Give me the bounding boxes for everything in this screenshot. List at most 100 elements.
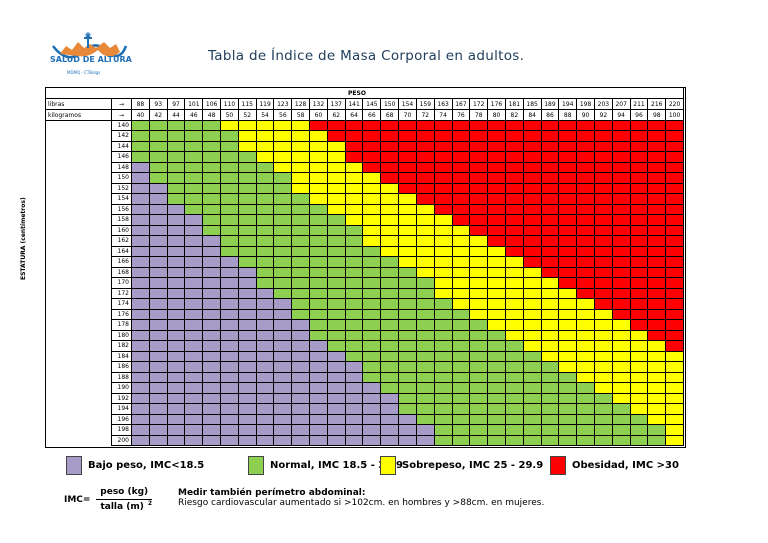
- bmi-cell: [310, 341, 328, 352]
- bmi-cell: [399, 162, 417, 174]
- bmi-cell: [612, 278, 631, 289]
- bmi-cell: [185, 288, 204, 300]
- height-value: 154: [112, 194, 132, 205]
- bmi-cell: [256, 341, 275, 352]
- bmi-cell: [541, 383, 560, 394]
- bmi-cell: [185, 383, 204, 394]
- bmi-cell: [612, 131, 631, 142]
- bmi-cell: [381, 257, 400, 268]
- bmi-cell: [416, 299, 435, 310]
- bmi-cell: [345, 267, 364, 279]
- bmi-cell: [559, 278, 578, 289]
- bmi-cell: [132, 362, 150, 373]
- bmi-cell: [381, 225, 400, 237]
- bmi-cell: [256, 393, 275, 405]
- legend-normal: Normal, IMC 18.5 - 24.9: [248, 456, 403, 475]
- bmi-cell: [132, 131, 150, 142]
- bmi-cell: [221, 215, 239, 226]
- bmi-cell: [416, 425, 435, 436]
- bmi-cell: [594, 309, 613, 321]
- bmi-cell: [452, 404, 471, 415]
- bmi-cell: [203, 131, 222, 142]
- bmi-cell: [274, 299, 293, 310]
- libras-value: 101: [185, 99, 204, 110]
- bmi-cell: [238, 404, 257, 415]
- bmi-cell: [203, 225, 222, 237]
- bmi-cell: [363, 288, 382, 300]
- bmi-cell: [541, 173, 560, 184]
- libras-value: 154: [399, 99, 417, 110]
- bmi-cell: [505, 278, 524, 289]
- bmi-cell: [363, 194, 382, 205]
- bmi-cell: [648, 435, 667, 446]
- bmi-cell: [416, 288, 435, 300]
- bmi-cell: [327, 299, 346, 310]
- bmi-cell: [292, 236, 311, 247]
- legend-swatch: [66, 456, 82, 475]
- bmi-cell: [274, 173, 293, 184]
- bmi-cell: [488, 183, 506, 195]
- kg-value: 92: [594, 110, 613, 121]
- bmi-cell: [381, 414, 400, 426]
- bmi-cell: [256, 236, 275, 247]
- bmi-cell: [559, 204, 578, 216]
- bmi-cell: [381, 299, 400, 310]
- bmi-cell: [381, 425, 400, 436]
- bmi-cell: [149, 225, 168, 237]
- kg-value: 60: [310, 110, 328, 121]
- bmi-cell: [434, 372, 453, 384]
- bmi-cell: [523, 141, 542, 153]
- bmi-cell: [577, 162, 595, 174]
- bmi-cell: [505, 299, 524, 310]
- bmi-cell: [488, 330, 506, 342]
- bmi-cell: [559, 414, 578, 426]
- bmi-cell: [505, 372, 524, 384]
- height-value: 156: [112, 204, 132, 216]
- bmi-cell: [416, 320, 435, 331]
- bmi-cell: [505, 330, 524, 342]
- kg-value: 40: [132, 110, 150, 121]
- bmi-cell: [310, 435, 328, 446]
- bmi-cell: [167, 351, 186, 363]
- bmi-cell: [292, 299, 311, 310]
- bmi-cell: [310, 152, 328, 163]
- bmi-cell: [149, 152, 168, 163]
- bmi-cell: [274, 362, 293, 373]
- bmi-cell: [238, 215, 257, 226]
- bmi-cell: [363, 362, 382, 373]
- bmi-cell: [541, 393, 560, 405]
- bmi-cell: [221, 162, 239, 174]
- bmi-cell: [470, 152, 489, 163]
- height-value: 186: [112, 362, 132, 373]
- bmi-cell: [434, 246, 453, 258]
- bmi-cell: [256, 435, 275, 446]
- bmi-cell: [452, 393, 471, 405]
- legend-obesity: Obesidad, IMC >30: [550, 456, 679, 475]
- bmi-cell: [256, 204, 275, 216]
- bmi-cell: [310, 267, 328, 279]
- bmi-cell: [648, 288, 667, 300]
- bmi-cell: [132, 351, 150, 363]
- bmi-cell: [577, 330, 595, 342]
- bmi-cell: [523, 372, 542, 384]
- bmi-formula: IMC= peso (kg) talla (m) 2: [64, 487, 156, 512]
- bmi-cell: [310, 404, 328, 415]
- bmi-cell: [221, 225, 239, 237]
- bmi-cell: [612, 121, 631, 132]
- bmi-cell: [185, 215, 204, 226]
- libras-value: 123: [274, 99, 293, 110]
- bmi-cell: [256, 162, 275, 174]
- bmi-cell: [132, 246, 150, 258]
- bmi-cell: [310, 320, 328, 331]
- bmi-cell: [149, 267, 168, 279]
- bmi-cell: [612, 309, 631, 321]
- bmi-cell: [292, 257, 311, 268]
- bmi-cell: [612, 215, 631, 226]
- bmi-cell: [221, 362, 239, 373]
- bmi-cell: [132, 152, 150, 163]
- kg-value: 52: [238, 110, 257, 121]
- height-value: 188: [112, 372, 132, 384]
- bmi-cell: [648, 393, 667, 405]
- bmi-cell: [416, 215, 435, 226]
- bmi-cell: [274, 204, 293, 216]
